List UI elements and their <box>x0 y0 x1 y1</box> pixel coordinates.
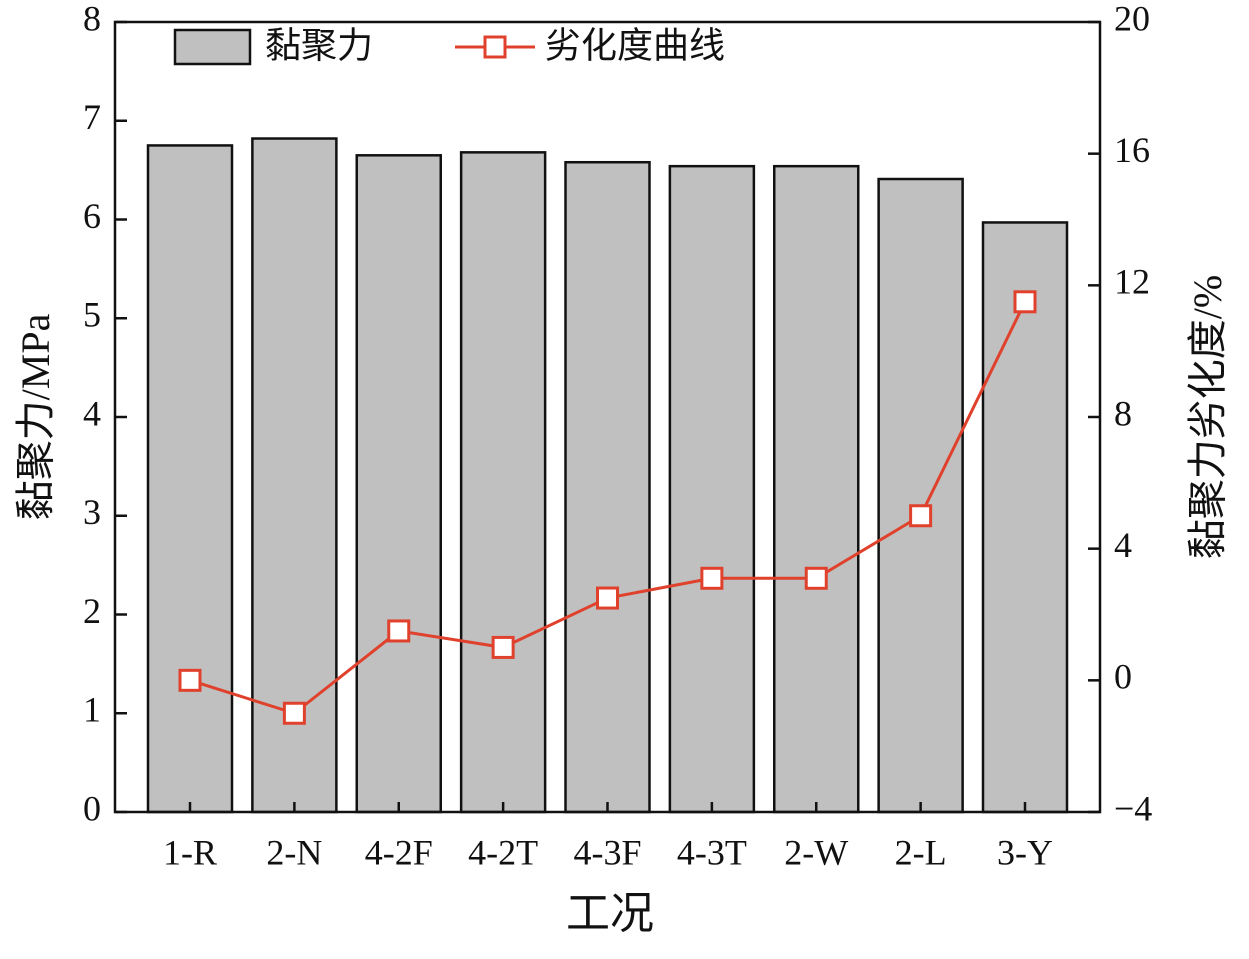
y2-tick-label: 0 <box>1114 657 1132 697</box>
point <box>596 586 619 610</box>
y2-tick-label: 12 <box>1114 262 1150 302</box>
y2-axis-label: 黏聚力劣化度/% <box>1185 275 1230 559</box>
y-tick-label: 7 <box>83 97 101 137</box>
y-tick-label: 0 <box>83 788 101 828</box>
bar <box>981 221 1069 814</box>
y2-tick-label: 8 <box>1114 393 1132 433</box>
bar <box>773 164 860 814</box>
y-tick-label: 4 <box>83 393 101 433</box>
x-tick-label: 4-2T <box>468 832 538 872</box>
point <box>700 566 724 590</box>
x-tick-label: 2-N <box>266 832 322 872</box>
x-tick-label: 2-W <box>784 832 848 872</box>
y-tick-label: 8 <box>83 0 101 38</box>
legend-swatch <box>173 28 252 66</box>
point <box>491 635 515 659</box>
y-tick-label: 2 <box>83 591 101 631</box>
y-axis-label: 黏聚力/MPa <box>13 313 58 520</box>
bar <box>146 144 234 814</box>
bar <box>877 177 964 814</box>
x-tick-label: 1-R <box>163 832 217 872</box>
y2-tick-label: −4 <box>1114 788 1152 828</box>
x-tick-label: 4-3F <box>573 832 641 872</box>
y2-tick-label: 20 <box>1114 0 1150 38</box>
y2-tick-label: 16 <box>1114 130 1150 170</box>
x-tick-label: 2-L <box>895 832 947 872</box>
bar <box>459 151 547 814</box>
x-tick-label: 4-3T <box>677 832 747 872</box>
point <box>909 504 933 528</box>
bar <box>355 154 442 814</box>
y2-tick-label: 4 <box>1114 525 1132 565</box>
x-tick-label: 3-Y <box>997 832 1053 872</box>
point <box>387 619 411 643</box>
bar <box>668 164 756 814</box>
point <box>282 701 306 725</box>
legend-label: 劣化度曲线 <box>545 25 725 65</box>
bar <box>251 137 338 814</box>
point <box>1013 290 1037 314</box>
y-tick-label: 1 <box>83 690 101 730</box>
x-tick-label: 4-2F <box>365 832 433 872</box>
y-tick-label: 3 <box>83 492 101 532</box>
y-tick-label: 6 <box>83 196 101 236</box>
bar <box>564 160 651 814</box>
legend-label: 黏聚力 <box>265 25 373 65</box>
legend-marker <box>483 35 507 59</box>
point <box>804 566 828 590</box>
y-tick-label: 5 <box>83 295 101 335</box>
x-axis-label: 工况 <box>566 889 654 938</box>
point <box>178 668 202 692</box>
